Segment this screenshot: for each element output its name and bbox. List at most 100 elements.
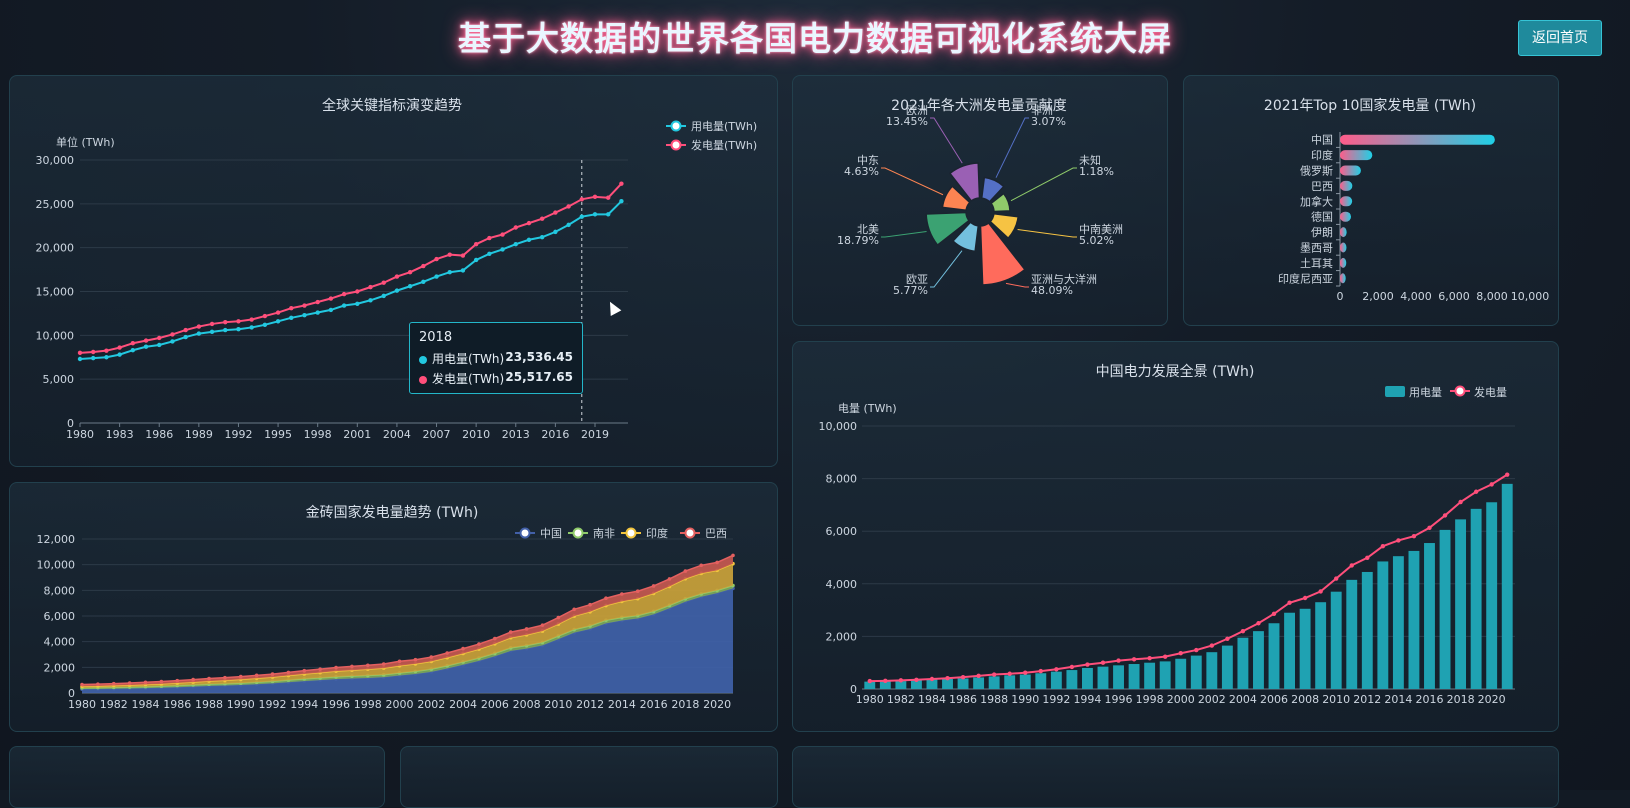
x-tick-label: 2004: [383, 428, 411, 441]
slice-value-label: 1.18%: [1079, 165, 1114, 178]
label-leader-line: [995, 117, 1029, 178]
data-point: [183, 334, 188, 340]
data-point: [104, 348, 109, 353]
x-tick-label: 0: [1337, 290, 1344, 303]
bar: [1340, 227, 1347, 238]
legend-marker-icon: [625, 527, 637, 539]
bar: [988, 676, 1000, 689]
data-point: [302, 668, 307, 673]
bar: [926, 679, 938, 689]
data-point: [1209, 643, 1215, 648]
x-tick-label: 1984: [132, 698, 160, 711]
y-tick-label: 中国: [1311, 134, 1333, 147]
data-point: [604, 596, 608, 601]
bar: [1330, 591, 1342, 689]
bar: [1340, 257, 1347, 268]
bar: [1113, 665, 1124, 689]
x-tick-label: 1984: [918, 693, 946, 706]
x-tick-label: 1992: [1042, 693, 1070, 706]
data-point: [236, 326, 241, 332]
data-point: [1365, 555, 1370, 560]
slice-name-label: 北美: [857, 223, 879, 236]
rose-slice: [925, 211, 970, 246]
x-tick-label: 2006: [1260, 693, 1288, 706]
x-tick-label: 1994: [290, 698, 318, 711]
bar: [1470, 508, 1482, 689]
x-tick-label: 2008: [513, 698, 541, 711]
series-line: [81, 554, 734, 686]
data-point: [130, 348, 136, 353]
x-tick-label: 1990: [227, 698, 255, 711]
data-point: [553, 210, 558, 215]
data-point: [143, 338, 149, 343]
x-tick-label: 2008: [1291, 693, 1319, 706]
data-point: [130, 341, 136, 346]
data-point: [328, 296, 334, 301]
data-point: [1023, 670, 1028, 675]
bar: [1237, 637, 1249, 689]
data-point: [366, 663, 370, 668]
y-tick-label: 10,000: [37, 559, 76, 572]
x-tick-label: 2000: [1167, 693, 1195, 706]
data-point: [434, 256, 439, 262]
x-tick-label: 2016: [1415, 693, 1443, 706]
x-tick-label: 2002: [1198, 693, 1226, 706]
data-point: [381, 662, 386, 666]
data-point: [381, 293, 386, 299]
bar: [1066, 670, 1078, 689]
x-tick-label: 1998: [1136, 693, 1164, 706]
x-tick-label: 2013: [502, 428, 530, 441]
data-point: [572, 607, 577, 612]
bar: [1424, 543, 1435, 689]
data-point: [91, 349, 96, 355]
x-tick-label: 2018: [671, 698, 699, 711]
data-point: [434, 274, 439, 279]
x-tick-label: 2004: [449, 698, 477, 711]
home-button[interactable]: 返回首页: [1518, 20, 1602, 56]
data-point: [651, 584, 656, 588]
data-point: [1302, 595, 1308, 601]
rose-slice: [949, 162, 981, 202]
slice-name-label: 欧洲: [906, 104, 928, 117]
x-tick-label: 1994: [1073, 693, 1101, 706]
x-tick-label: 2010: [1322, 693, 1350, 706]
slice-value-label: 3.07%: [1031, 115, 1066, 128]
slice-value-label: 13.45%: [886, 115, 928, 128]
data-point: [513, 225, 518, 230]
data-point: [117, 352, 122, 357]
data-point: [619, 199, 624, 204]
bar: [1340, 211, 1352, 222]
chart-title: 全球关键指标演变趋势: [322, 97, 462, 114]
slice-name-label: 非洲: [1031, 104, 1053, 117]
bar: [1081, 667, 1093, 689]
data-point: [1178, 651, 1183, 656]
data-point: [1396, 538, 1401, 543]
y-tick-label: 12,000: [37, 533, 76, 546]
series-line: [79, 200, 623, 361]
rose-slice: [941, 185, 971, 212]
data-point: [77, 350, 83, 356]
y-tick-label: 6,000: [826, 525, 858, 538]
bar: [1340, 165, 1361, 176]
x-tick-label: 2006: [481, 698, 509, 711]
data-point: [1162, 654, 1168, 659]
data-point: [500, 247, 505, 252]
x-tick-label: 1990: [1011, 693, 1039, 706]
data-point: [175, 678, 180, 683]
bar: [1455, 519, 1467, 689]
data-point: [77, 356, 83, 362]
rose-slice: [980, 176, 1005, 203]
legend-label: 印度: [646, 526, 668, 540]
data-point: [579, 214, 584, 219]
x-tick-label: 2007: [423, 428, 451, 441]
bar: [910, 680, 922, 689]
legend-marker-icon: [670, 120, 682, 132]
bar: [942, 679, 953, 689]
data-point: [421, 279, 426, 285]
x-tick-label: 1998: [304, 428, 332, 441]
bar: [1097, 666, 1109, 689]
chart-tooltip: 2018 用电量(TWh) 23,536.45 发电量(TWh) 25,517.…: [409, 322, 583, 394]
data-point: [368, 284, 373, 290]
data-point: [592, 194, 598, 200]
